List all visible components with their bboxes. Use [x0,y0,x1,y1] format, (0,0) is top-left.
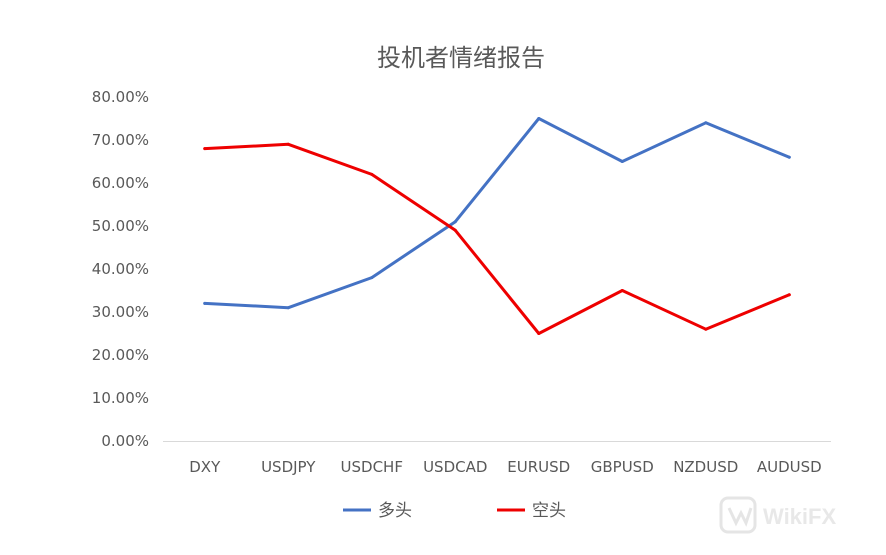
x-tick-label: GBPUSD [591,458,654,476]
data-point [370,276,374,280]
plot-series [203,117,791,335]
data-point [286,142,290,146]
y-tick-label: 30.00% [92,303,149,321]
data-point [787,155,791,159]
data-point [453,228,457,232]
data-point [537,117,541,120]
x-axis: DXY USDJPY USDCHF USDCAD EURUSD GBPUSD NZDUSD A… [163,441,831,476]
y-tick-label: 60.00% [92,174,149,192]
y-axis: 0.00% 10.00% 20.00% 30.00% 40.00% 50.00% 60.00… [92,88,149,450]
data-point [620,289,624,292]
legend-label: 空头 [532,501,566,521]
data-point [370,172,374,176]
data-point [203,147,207,151]
y-tick-label: 40.00% [92,260,149,278]
x-tick-label: EURUSD [507,458,570,476]
y-tick-label: 80.00% [92,88,149,106]
x-tick-label: USDCAD [423,458,487,476]
data-point [537,332,541,335]
series-line-long [203,117,791,310]
y-tick-label: 50.00% [92,217,149,235]
x-tick-label: DXY [189,458,221,476]
y-tick-label: 70.00% [92,131,149,149]
data-point [704,121,708,125]
x-tick-label: USDCHF [341,458,403,476]
x-tick-label: NZDUSD [673,458,738,476]
wikifx-logo-icon [719,496,757,534]
data-point [203,301,207,305]
watermark: WikiFX [719,496,836,534]
x-tick-label: AUDUSD [757,458,822,476]
chart-title: 投机者情绪报告 [377,44,545,72]
data-point [620,160,624,163]
x-tick-label: USDJPY [261,458,316,476]
legend: 多头 空头 [343,501,566,521]
y-tick-label: 20.00% [92,346,149,364]
data-point [787,293,791,297]
data-point [704,327,708,331]
legend-label: 多头 [378,501,412,521]
y-tick-label: 10.00% [92,389,149,407]
y-tick-label: 0.00% [101,432,149,450]
watermark-text: WikiFX [763,504,836,529]
data-point [286,306,290,310]
series-line-short [203,142,791,335]
data-point [453,220,457,224]
